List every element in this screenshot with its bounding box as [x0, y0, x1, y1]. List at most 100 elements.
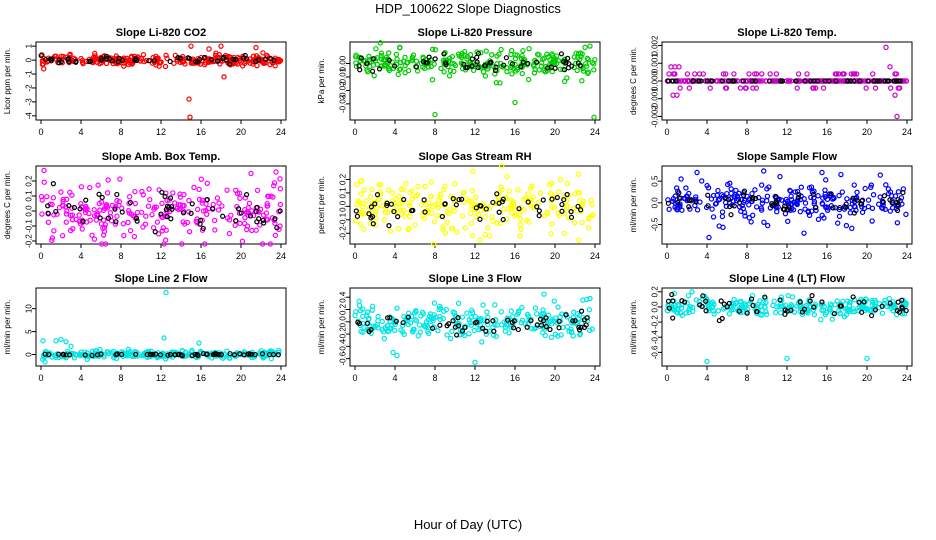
data-point [829, 316, 835, 322]
data-point [788, 193, 794, 199]
x-tick-label: 4 [392, 127, 397, 137]
data-point [541, 212, 548, 219]
outlier-point [512, 99, 518, 106]
data-point [380, 329, 387, 335]
data-point [573, 50, 579, 56]
reference-point [38, 52, 44, 59]
data-point [851, 182, 857, 188]
reference-point [83, 197, 89, 203]
data-point [97, 207, 103, 213]
data-point [373, 209, 379, 215]
data-point [45, 219, 52, 225]
data-point [896, 85, 903, 91]
outlier-point [591, 114, 597, 121]
data-point [530, 194, 536, 200]
data-point [743, 85, 749, 91]
data-point [836, 213, 843, 220]
reference-point [837, 204, 843, 211]
reference-point [274, 225, 280, 231]
data-point [276, 349, 282, 356]
data-point [783, 196, 789, 203]
data-point [499, 187, 505, 193]
x-tick-label: 4 [78, 373, 83, 383]
reference-point [833, 78, 839, 84]
data-point [420, 64, 426, 70]
data-point [125, 346, 132, 353]
reference-point [564, 191, 570, 198]
data-point [845, 298, 851, 304]
data-point [239, 238, 246, 245]
data-point [869, 302, 875, 309]
data-point [452, 196, 459, 203]
data-point [456, 320, 462, 327]
reference-point [665, 200, 671, 206]
data-point [354, 181, 360, 188]
data-point [467, 320, 473, 326]
reference-point [151, 57, 157, 64]
reference-point [534, 204, 540, 210]
data-point [570, 333, 576, 339]
reference-point [477, 216, 483, 222]
data-point [93, 217, 99, 223]
data-point [131, 233, 138, 240]
data-point [670, 196, 677, 202]
reference-point [500, 216, 506, 223]
data-point [723, 203, 730, 209]
reference-point [459, 328, 466, 334]
data-point [865, 197, 872, 203]
data-point [70, 226, 76, 232]
data-point [795, 71, 802, 77]
data-point [742, 213, 748, 219]
reference-point [71, 204, 78, 211]
data-point [121, 351, 128, 357]
reference-point [208, 57, 215, 63]
data-point [728, 190, 734, 197]
data-point [214, 195, 221, 201]
data-point [512, 213, 518, 219]
data-point [548, 230, 554, 237]
data-point [265, 193, 272, 200]
data-point [565, 215, 572, 221]
data-point [400, 322, 406, 329]
data-point [770, 302, 776, 309]
reference-point [127, 199, 133, 206]
reference-point [262, 56, 269, 62]
outlier-point [206, 46, 212, 52]
data-point [585, 225, 592, 231]
data-point [398, 186, 405, 192]
data-point [798, 184, 805, 190]
data-point [519, 304, 525, 311]
data-point [446, 210, 452, 217]
reference-point [899, 304, 905, 310]
data-point [393, 51, 400, 58]
reference-point [247, 351, 253, 357]
data-point [852, 71, 858, 77]
data-point [759, 200, 766, 206]
reference-point [670, 78, 676, 84]
reference-point [676, 195, 682, 201]
data-point [249, 227, 255, 234]
data-point [389, 190, 396, 196]
data-point [404, 209, 410, 216]
data-point [469, 232, 476, 239]
data-point [837, 310, 843, 317]
reference-point [737, 200, 743, 206]
data-point [537, 190, 544, 197]
x-tick-label: 8 [432, 127, 437, 137]
reference-point [686, 197, 693, 204]
data-point [384, 209, 391, 216]
data-point [502, 324, 509, 331]
data-point [708, 301, 714, 307]
chart-panel: Slope Li-820 Temp. 0 4 8 12 16 20 24 -0.002-0.00… [629, 27, 913, 137]
reference-point [446, 321, 452, 327]
data-point [699, 178, 705, 184]
data-point [558, 332, 564, 338]
data-point [198, 176, 205, 182]
data-point [797, 301, 804, 308]
reference-point [518, 64, 524, 70]
reference-point [777, 297, 783, 303]
main-series [353, 163, 596, 247]
y-tick-label: 0 [25, 352, 34, 357]
data-point [801, 196, 807, 202]
x-tick-label: 8 [432, 251, 437, 261]
